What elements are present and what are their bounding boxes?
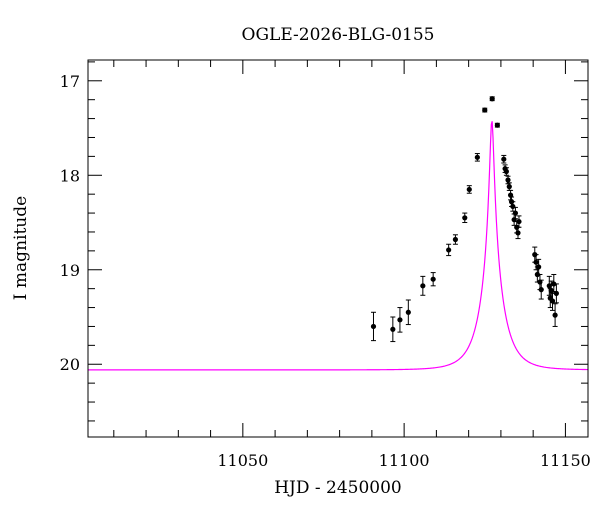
data-marker bbox=[546, 283, 552, 289]
y-tick-label: 20 bbox=[60, 355, 80, 374]
data-point bbox=[397, 307, 403, 333]
data-marker bbox=[390, 326, 396, 332]
data-point bbox=[489, 96, 495, 102]
data-marker bbox=[510, 203, 516, 210]
data-marker bbox=[446, 247, 452, 253]
data-marker bbox=[420, 283, 426, 289]
tick-labels: 11050 11100 11150 17 18 19 20 bbox=[60, 72, 591, 470]
data-marker bbox=[397, 317, 403, 323]
x-tick-label: 11050 bbox=[217, 451, 268, 470]
data-point bbox=[512, 206, 519, 220]
data-point bbox=[516, 215, 522, 228]
data-marker bbox=[512, 210, 519, 216]
data-points bbox=[370, 96, 559, 343]
y-tick-label: 18 bbox=[60, 166, 80, 185]
y-tick-label: 19 bbox=[60, 261, 80, 280]
x-tick-label: 11100 bbox=[379, 451, 430, 470]
data-marker bbox=[474, 154, 480, 160]
data-point bbox=[482, 107, 488, 113]
data-marker bbox=[462, 215, 468, 221]
data-marker bbox=[549, 298, 556, 304]
data-marker bbox=[553, 290, 559, 296]
data-marker bbox=[515, 230, 521, 236]
data-marker bbox=[430, 276, 436, 282]
data-point bbox=[446, 243, 452, 257]
data-marker bbox=[503, 168, 509, 175]
y-axis-label: I magnitude bbox=[11, 196, 31, 300]
data-point bbox=[501, 154, 507, 164]
data-marker bbox=[494, 122, 500, 128]
data-marker bbox=[533, 259, 539, 265]
data-marker bbox=[466, 186, 472, 193]
data-marker bbox=[548, 287, 554, 294]
axis-ticks bbox=[88, 60, 588, 437]
data-marker bbox=[506, 184, 512, 190]
plot-frame bbox=[87, 59, 589, 438]
data-point bbox=[452, 234, 459, 245]
data-point bbox=[505, 175, 511, 185]
data-point bbox=[553, 283, 559, 304]
data-point bbox=[420, 275, 426, 296]
data-marker bbox=[501, 156, 507, 162]
data-marker bbox=[370, 323, 377, 330]
data-point bbox=[503, 167, 509, 176]
data-point bbox=[466, 185, 472, 194]
data-point bbox=[538, 279, 544, 300]
data-point bbox=[462, 212, 468, 224]
data-marker bbox=[505, 177, 511, 183]
model-curve bbox=[88, 121, 588, 371]
data-point bbox=[507, 189, 514, 201]
data-point bbox=[494, 122, 500, 128]
data-point bbox=[552, 303, 558, 327]
data-marker bbox=[536, 264, 542, 270]
data-point bbox=[405, 299, 411, 326]
data-marker bbox=[507, 192, 514, 198]
data-marker bbox=[482, 107, 488, 113]
data-point bbox=[551, 273, 557, 294]
data-marker bbox=[489, 96, 495, 102]
data-point bbox=[511, 213, 517, 226]
y-tick-label: 17 bbox=[60, 72, 80, 91]
data-marker bbox=[405, 309, 411, 315]
x-axis-label: HJD - 2450000 bbox=[274, 478, 402, 498]
data-marker bbox=[552, 312, 558, 318]
x-tick-label: 11150 bbox=[540, 451, 591, 470]
data-point bbox=[474, 153, 480, 162]
data-marker bbox=[551, 281, 557, 287]
data-point bbox=[533, 254, 539, 271]
data-point bbox=[370, 311, 377, 342]
data-point bbox=[430, 272, 436, 287]
data-marker bbox=[516, 218, 522, 225]
data-marker bbox=[538, 287, 544, 293]
data-point bbox=[390, 316, 396, 343]
chart-title: OGLE-2026-BLG-0155 bbox=[242, 25, 435, 45]
data-marker bbox=[452, 236, 459, 243]
